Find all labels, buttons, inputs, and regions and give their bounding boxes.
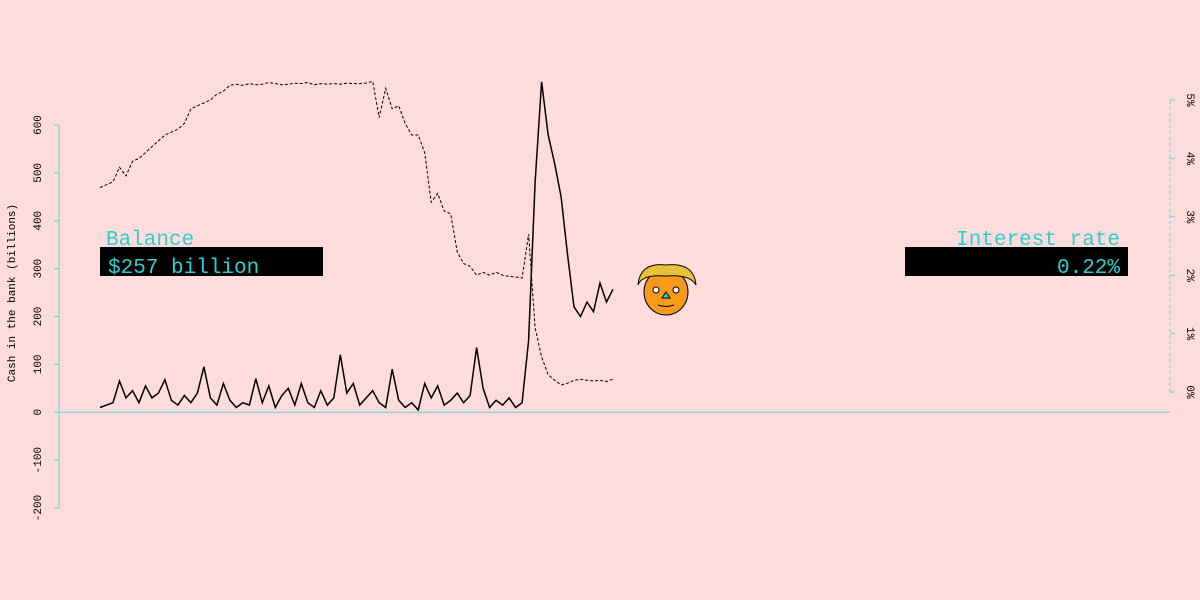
y2-tick-label: 4%: [1183, 152, 1195, 166]
y-tick-label: -200: [33, 495, 45, 521]
y-tick-label: 400: [33, 211, 45, 231]
y-axis-label: Cash in the bank (billions): [7, 204, 19, 382]
balance-panel: [100, 247, 323, 276]
y-tick-label: 300: [33, 259, 45, 279]
y-tick-label: 500: [33, 163, 45, 183]
face-icon: [637, 264, 697, 316]
series-line: [99, 81, 614, 412]
y-tick-label: 100: [33, 354, 45, 374]
panel-title: Balance: [106, 229, 194, 252]
y-tick-label: 600: [33, 115, 45, 135]
panel-value: 0.22%: [1057, 257, 1120, 280]
y2-tick-label: 5%: [1183, 93, 1195, 107]
y-tick-label: 200: [33, 307, 45, 327]
y2-tick-label: 0%: [1183, 385, 1195, 399]
y-tick-label: -100: [33, 447, 45, 473]
rate-panel: [905, 247, 1128, 276]
series-line: [99, 80, 614, 386]
panel-value: $257 billion: [108, 257, 259, 280]
y2-tick-label: 2%: [1183, 269, 1195, 283]
y2-tick-label: 3%: [1183, 210, 1195, 224]
panel-title: Interest rate: [956, 229, 1120, 252]
y2-tick-label: 1%: [1183, 327, 1195, 341]
y-tick-label: 0: [33, 409, 45, 416]
